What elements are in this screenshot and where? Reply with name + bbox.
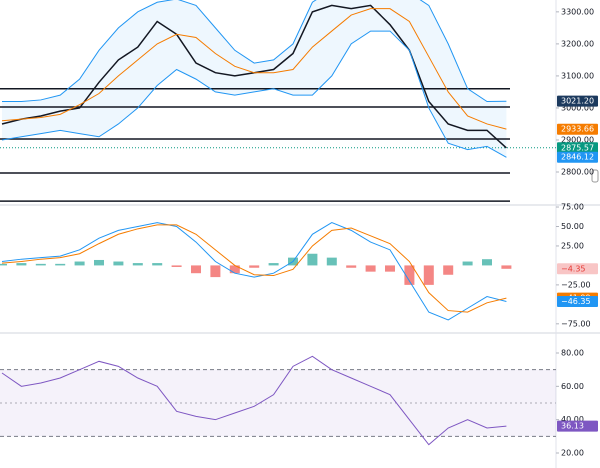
histogram-bar bbox=[249, 265, 260, 268]
histogram-bar bbox=[443, 265, 454, 275]
y-tick-label: −75.00 bbox=[561, 319, 591, 328]
histogram-bar bbox=[482, 259, 492, 266]
y-tick-label: 2800.00 bbox=[561, 168, 594, 177]
price-badge bbox=[557, 263, 598, 275]
series-line bbox=[1, 8, 507, 130]
y-tick-label: 3300.00 bbox=[561, 7, 594, 16]
y-tick-label: 3200.00 bbox=[561, 39, 594, 48]
histogram-bar bbox=[268, 263, 279, 266]
histogram-bar bbox=[132, 263, 143, 266]
price-badge-label: 36.13 bbox=[561, 422, 584, 431]
y-tick-label: 25.00 bbox=[561, 241, 584, 250]
price-badge bbox=[557, 420, 598, 432]
series-line bbox=[1, 222, 507, 321]
y-tick-label: 3100.00 bbox=[561, 71, 594, 80]
histogram-bar bbox=[346, 265, 357, 268]
histogram-bar bbox=[94, 259, 104, 266]
histogram-bar bbox=[229, 265, 240, 274]
price-badge bbox=[557, 95, 598, 107]
series-line bbox=[2, 0, 507, 103]
series-line bbox=[1, 224, 507, 313]
histogram-bar bbox=[74, 261, 85, 266]
y-tick-label: 20.00 bbox=[561, 449, 584, 458]
price-badge-label: 2875.57 bbox=[561, 143, 594, 152]
y-tick-label: 3000.00 bbox=[561, 103, 594, 112]
y-tick-label: 50.00 bbox=[561, 222, 584, 231]
price-badge bbox=[557, 142, 598, 154]
histogram-bar bbox=[210, 265, 221, 278]
y-tick-label: 60.00 bbox=[561, 382, 584, 391]
price-badge-label: 3021.20 bbox=[561, 97, 594, 106]
histogram-bar bbox=[365, 265, 376, 272]
y-tick-label: −25.00 bbox=[561, 280, 591, 289]
price-badge bbox=[557, 296, 598, 308]
histogram-bar bbox=[171, 265, 182, 267]
price-badge-label: 2933.66 bbox=[561, 125, 594, 134]
price-badge-label: −46.35 bbox=[561, 297, 591, 306]
histogram-bar bbox=[404, 265, 415, 285]
histogram-bar bbox=[16, 263, 27, 266]
band-fill bbox=[2, 0, 507, 158]
y-tick-label: 75.00 bbox=[561, 203, 584, 212]
histogram-bar bbox=[191, 265, 201, 274]
series-line bbox=[1, 30, 507, 158]
histogram-bar bbox=[152, 263, 163, 266]
price-badge-label: −4.35 bbox=[561, 264, 586, 273]
histogram-bar bbox=[326, 257, 337, 266]
histogram-bar bbox=[55, 263, 66, 266]
histogram-bar bbox=[307, 253, 318, 266]
histogram-bar bbox=[113, 261, 124, 266]
price-badge bbox=[557, 123, 598, 135]
histogram-bar bbox=[0, 263, 7, 266]
histogram-bar bbox=[35, 263, 46, 266]
scroll-handle[interactable] bbox=[591, 169, 599, 183]
price-badge bbox=[557, 151, 598, 163]
y-tick-label: 80.00 bbox=[561, 349, 584, 358]
histogram-bar bbox=[462, 261, 473, 266]
series-line bbox=[1, 355, 507, 446]
histogram-bar bbox=[423, 265, 434, 285]
y-tick-label: 40.00 bbox=[561, 415, 584, 424]
histogram-bar bbox=[385, 265, 395, 272]
rsi-zone bbox=[0, 369, 556, 437]
histogram-bar bbox=[501, 265, 512, 269]
y-tick-label: 2900.00 bbox=[561, 135, 594, 144]
price-badge-label: 2846.12 bbox=[561, 153, 594, 162]
